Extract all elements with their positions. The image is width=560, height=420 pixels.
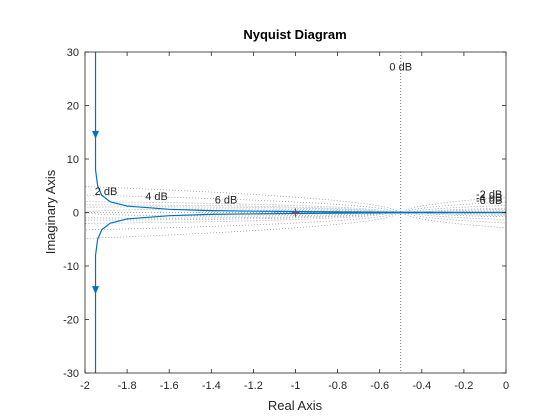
nyquist-branch-upper [94, 52, 506, 214]
y-tick-label: -20 [63, 315, 79, 327]
chart-title: Nyquist Diagram [243, 27, 346, 42]
axes-box [84, 51, 507, 374]
m-circle [85, 194, 395, 231]
db-label: 0 dB [389, 62, 412, 74]
x-tick-label: -0.8 [328, 380, 347, 392]
y-tick-label: 30 [67, 47, 79, 59]
db-label: 6 dB [215, 194, 238, 206]
x-tick-labels: -2 -1.8 -1.6 -1.4 -1.2 -1 -0.8 -0.6 -0.4 -0.2 0 [80, 380, 509, 392]
m-circle [85, 208, 367, 217]
x-tick-label: 0 [503, 380, 509, 392]
y-tick-label: -10 [63, 261, 79, 273]
y-tick-label: 0 [73, 208, 79, 220]
x-tick-label: -1.6 [160, 380, 179, 392]
db-label: 4 dB [145, 191, 168, 203]
x-tick-label: -0.6 [370, 380, 389, 392]
nyquist-curve [92, 52, 506, 373]
x-tick-label: -1.4 [202, 380, 221, 392]
y-tick-label: -30 [63, 368, 79, 380]
y-tick-labels: -30 -20 -10 0 10 20 30 [63, 47, 79, 380]
x-tick-label: -2 [80, 380, 90, 392]
db-label: -2 dB [476, 189, 502, 201]
nyquist-branch-lower [94, 211, 506, 373]
y-tick-label: 10 [67, 154, 79, 166]
m-circle [85, 201, 389, 224]
x-tick-label: -0.2 [454, 380, 473, 392]
db-label: -4 dB [476, 192, 502, 204]
y-tick-label: 20 [67, 101, 79, 113]
db-labels: 0 dB 2 dB 4 dB 6 dB -2 dB-4 dB-6 dB [95, 62, 503, 207]
direction-arrow-icon [92, 286, 100, 295]
db-label: 2 dB [95, 186, 118, 198]
x-axis-label: Real Axis [268, 398, 323, 413]
x-tick-label: -1.8 [118, 380, 137, 392]
direction-arrow-icon [92, 130, 100, 139]
x-tick-label: -1.2 [244, 380, 263, 392]
x-tick-label: -1 [291, 380, 301, 392]
db-label: -6 dB [476, 195, 502, 207]
y-axis-label: Imaginary Axis [43, 169, 58, 254]
x-tick-label: -0.4 [412, 380, 431, 392]
